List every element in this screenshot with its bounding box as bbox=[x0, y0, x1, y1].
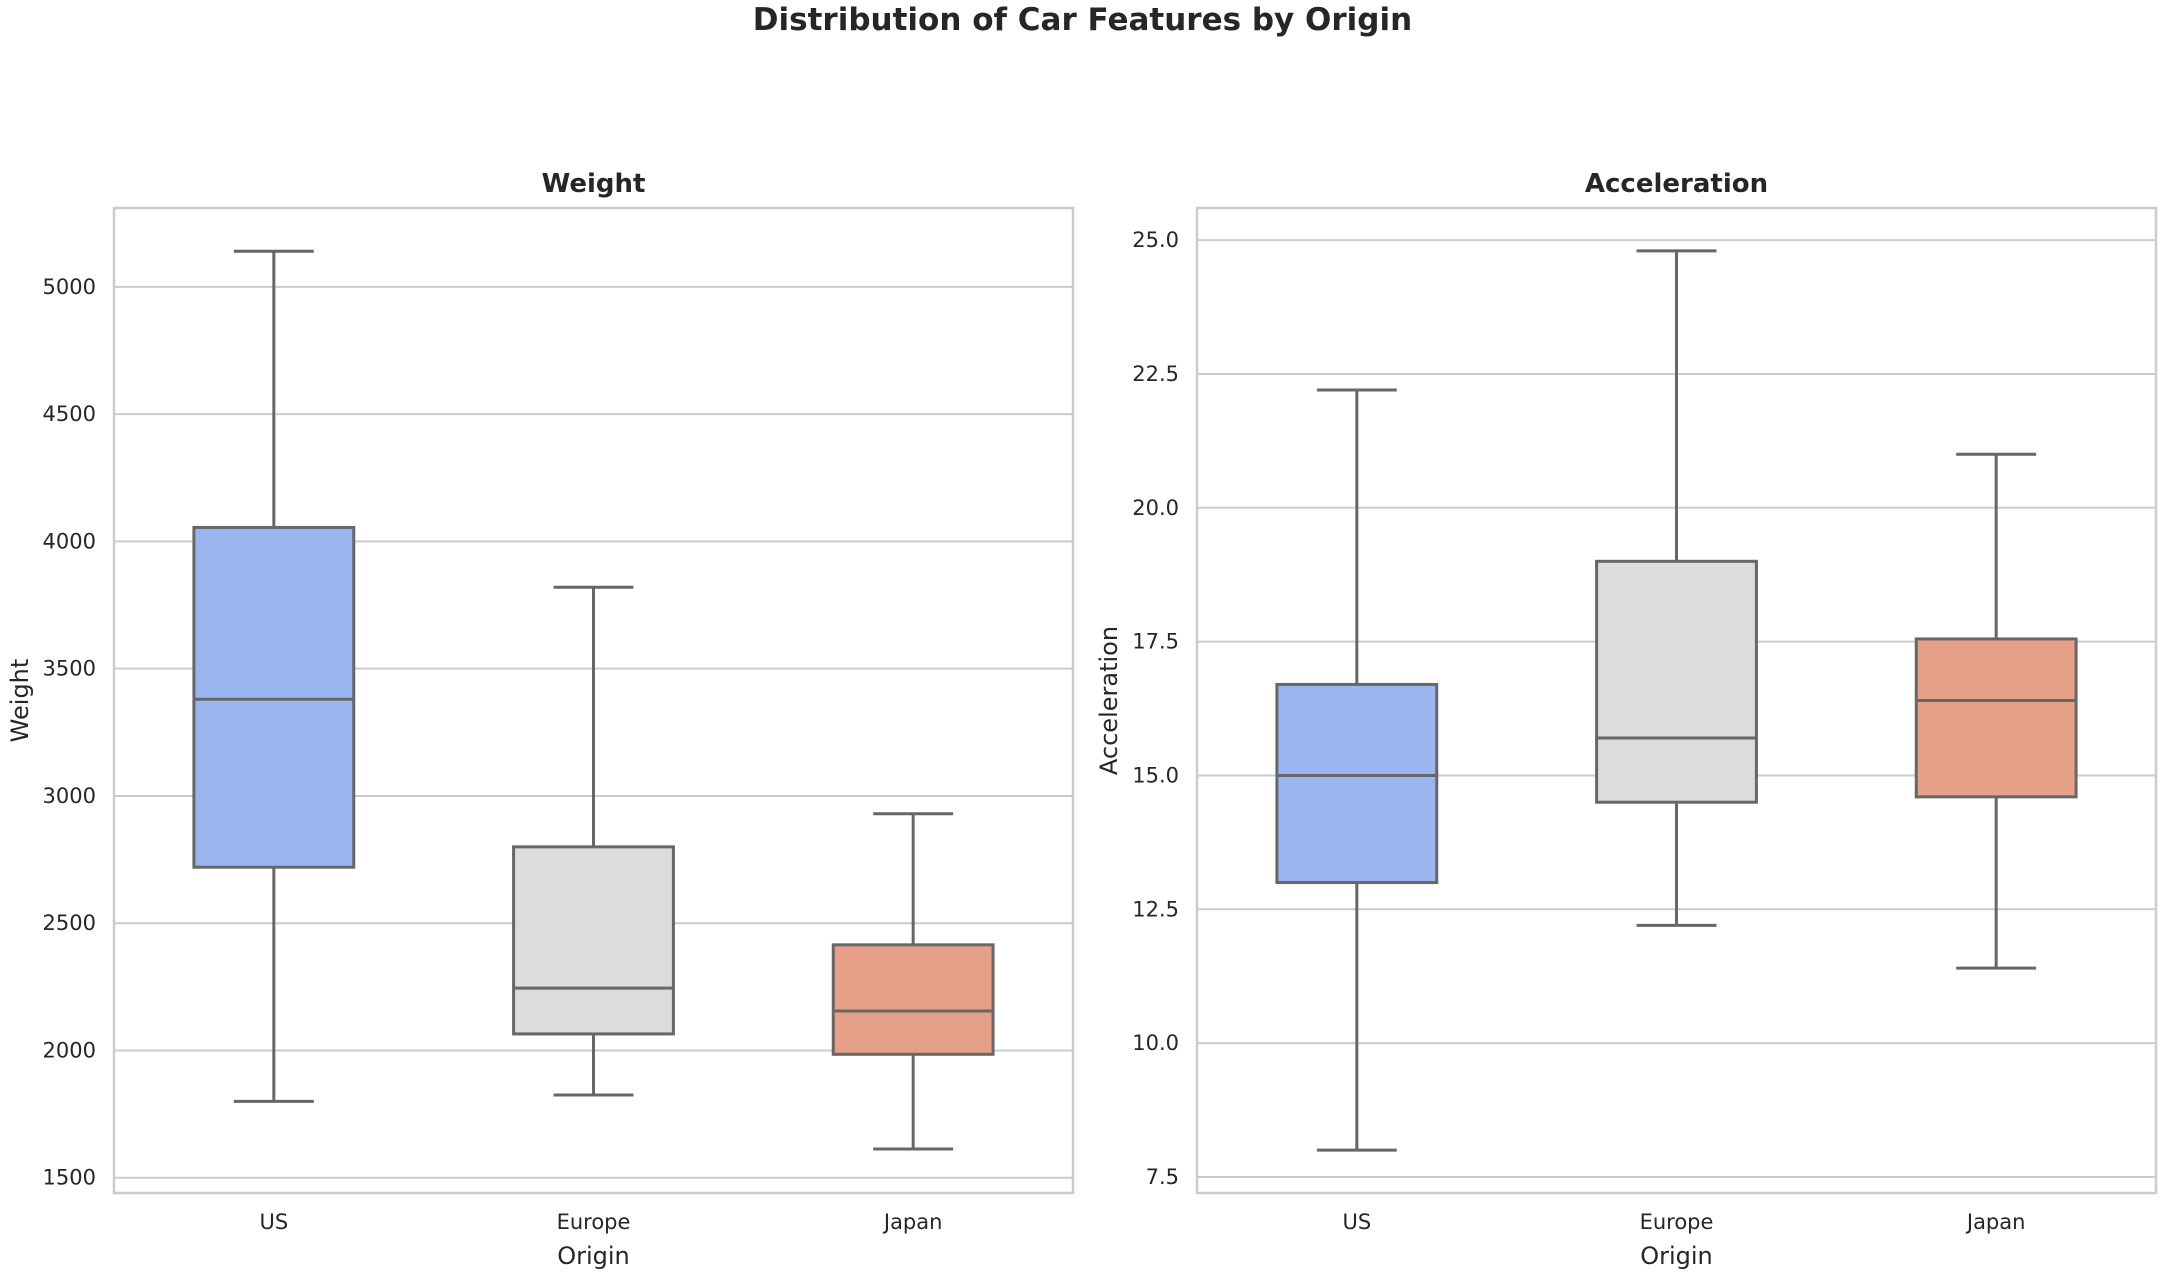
subplot-title: Acceleration bbox=[1585, 169, 1768, 199]
iqr-box bbox=[1595, 559, 1758, 804]
y-tick-label: 17.5 bbox=[1132, 630, 1179, 654]
box-europe bbox=[1595, 249, 1758, 927]
y-tick-label: 5000 bbox=[43, 275, 96, 299]
y-tick-label: 10.0 bbox=[1132, 1031, 1179, 1055]
y-tick-label: 4500 bbox=[43, 402, 96, 426]
iqr-box bbox=[1914, 637, 2078, 799]
y-tick-label: 1500 bbox=[43, 1166, 96, 1190]
y-tick-label: 4000 bbox=[43, 529, 96, 553]
box-europe bbox=[512, 585, 675, 1097]
y-tick-label: 22.5 bbox=[1132, 362, 1179, 386]
iqr-box bbox=[1275, 682, 1439, 885]
y-tick-label: 12.5 bbox=[1132, 897, 1179, 921]
y-tick-label: 3500 bbox=[43, 657, 96, 681]
y-tick-label: 15.0 bbox=[1132, 763, 1179, 787]
iqr-box bbox=[512, 845, 675, 1036]
iqr-box bbox=[831, 943, 995, 1056]
x-tick-label: Japan bbox=[882, 1210, 943, 1234]
y-tick-label: 25.0 bbox=[1132, 228, 1179, 252]
x-tick-label: Japan bbox=[1965, 1210, 2026, 1234]
y-tick-label: 20.0 bbox=[1132, 496, 1179, 520]
y-tick-label: 2000 bbox=[43, 1038, 96, 1062]
plot-frame bbox=[1195, 206, 2158, 1195]
iqr-box bbox=[192, 525, 356, 869]
y-tick-label: 7.5 bbox=[1146, 1165, 1179, 1189]
box-us bbox=[1275, 388, 1439, 1152]
subplot-title: Weight bbox=[542, 169, 646, 199]
y-axis-label: Acceleration bbox=[1095, 626, 1123, 775]
figure-title: Distribution of Car Features by Origin bbox=[752, 2, 1413, 38]
box-us bbox=[192, 249, 356, 1103]
y-tick-label: 3000 bbox=[43, 784, 96, 808]
x-tick-label: Europe bbox=[557, 1210, 631, 1234]
x-tick-label: Europe bbox=[1640, 1210, 1714, 1234]
y-axis-label: Weight bbox=[6, 659, 34, 743]
x-axis-label: Origin bbox=[557, 1242, 630, 1270]
box-japan bbox=[1914, 452, 2078, 970]
x-tick-label: US bbox=[1342, 1210, 1371, 1234]
y-tick-label: 2500 bbox=[43, 911, 96, 935]
acceleration-subplot: 7.5 10.0 12.5 15.0 17.5 20.0 22.5 25.0 US Europe J… bbox=[1095, 169, 2158, 1270]
plot-frame bbox=[112, 206, 1075, 1195]
weight-subplot: 1500 2000 2500 3000 3500 4000 4500 5000 US Europe… bbox=[6, 169, 1075, 1270]
box-japan bbox=[831, 812, 995, 1151]
x-axis-label: Origin bbox=[1640, 1242, 1713, 1270]
x-tick-label: US bbox=[259, 1210, 288, 1234]
